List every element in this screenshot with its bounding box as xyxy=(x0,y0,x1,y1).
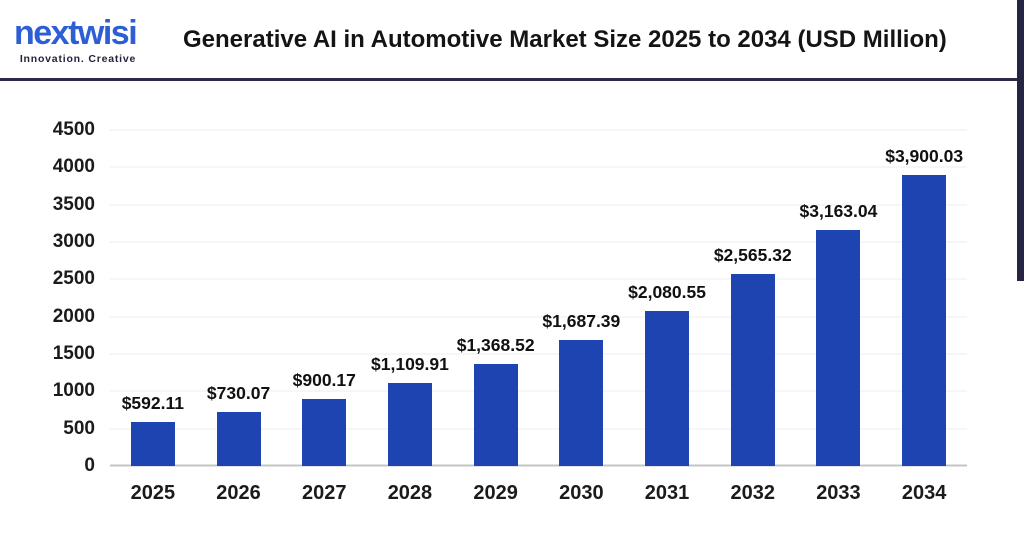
bar-value-label: $3,163.04 xyxy=(799,200,878,221)
page-title: Generative AI in Automotive Market Size … xyxy=(183,26,947,53)
bar xyxy=(302,398,347,466)
gridline xyxy=(110,166,967,168)
bar-value-label: $1,109.91 xyxy=(371,354,449,375)
y-tick-label: 1500 xyxy=(52,343,95,364)
bar xyxy=(816,229,861,466)
gridline xyxy=(110,316,967,318)
x-tick-label: 2030 xyxy=(559,482,604,504)
x-tick-label: 2033 xyxy=(816,482,861,504)
y-tick-label: 3000 xyxy=(52,231,95,252)
logo: nextwisi Innovation. Creative xyxy=(14,14,138,65)
bar xyxy=(902,174,947,466)
y-tick-label: 3500 xyxy=(52,193,95,215)
bar-chart: 0 500 1000 1500 2000 2500 3000 3500 4000 4500 $592… xyxy=(0,81,1024,557)
bar xyxy=(559,340,604,466)
header: nextwisi Innovation. Creative Generative… xyxy=(0,0,1024,78)
bar xyxy=(730,274,775,466)
bar xyxy=(387,383,432,466)
gridline xyxy=(110,129,967,131)
x-tick-label: 2034 xyxy=(901,482,947,504)
gridline xyxy=(110,353,967,355)
bar xyxy=(130,421,175,466)
bar-value-label: $900.17 xyxy=(292,369,356,390)
bar-value-label: $2,080.55 xyxy=(628,281,706,302)
gridline xyxy=(110,428,967,430)
y-tick-label: 4500 xyxy=(52,119,95,140)
y-tick-label: 4000 xyxy=(52,156,95,178)
bar-value-label: $1,368.52 xyxy=(456,334,535,355)
x-tick-label: 2028 xyxy=(387,482,433,504)
x-tick-label: 2032 xyxy=(730,482,776,504)
y-tick-label: 0 xyxy=(84,455,95,476)
bar-value-label: $1,687.39 xyxy=(542,311,621,332)
gridline xyxy=(110,390,967,392)
plot-area: 0 500 1000 1500 2000 2500 3000 3500 4000 4500 $592… xyxy=(53,119,967,504)
bar-value-label: $592.11 xyxy=(121,392,184,413)
header-divider xyxy=(0,78,1024,81)
gridline xyxy=(110,278,967,280)
logo-tagline: Innovation. Creative xyxy=(19,53,137,65)
x-tick-label: 2031 xyxy=(644,482,690,504)
logo-wordmark: nextwisi xyxy=(14,14,138,52)
x-tick-label: 2027 xyxy=(302,482,347,504)
bar xyxy=(473,363,518,466)
bar-value-label: $3,900.03 xyxy=(885,145,964,166)
bar xyxy=(645,310,690,466)
y-tick-label: 500 xyxy=(63,417,95,439)
x-tick-label: 2026 xyxy=(216,482,261,504)
y-tick-label: 1000 xyxy=(52,380,95,402)
gridline xyxy=(110,241,967,243)
x-axis-line xyxy=(110,464,967,467)
bar xyxy=(216,411,261,466)
bar-value-label: $2,565.32 xyxy=(713,245,792,266)
bar-value-label: $730.07 xyxy=(206,382,271,403)
y-tick-label: 2500 xyxy=(52,268,95,290)
x-tick-label: 2025 xyxy=(130,482,176,504)
x-tick-label: 2029 xyxy=(473,482,518,504)
y-tick-label: 2000 xyxy=(52,305,95,327)
gridline xyxy=(110,204,967,206)
right-edge-strip xyxy=(1017,0,1024,281)
